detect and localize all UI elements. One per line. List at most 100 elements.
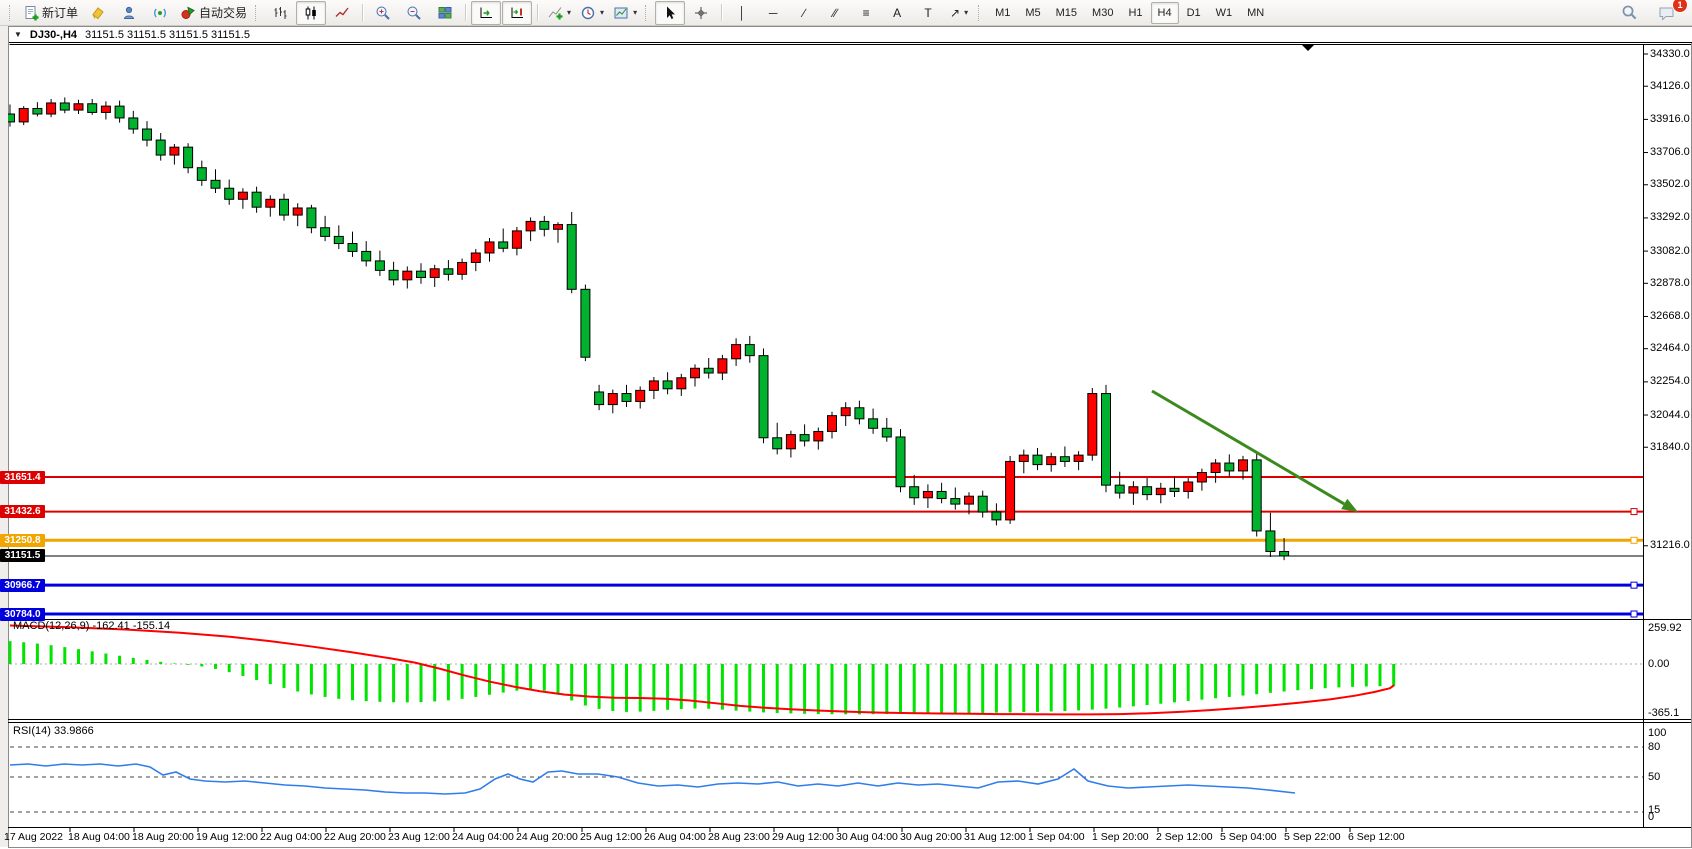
tile-windows-button[interactable] [430, 1, 460, 25]
candle-body [553, 224, 563, 230]
timeframe-button-W1[interactable]: W1 [1215, 6, 1233, 19]
candle-body [799, 434, 810, 442]
candle-body [333, 235, 344, 245]
chevron-down-icon[interactable]: ▾ [600, 8, 605, 17]
candle-body [59, 102, 70, 111]
text-label-tool-button[interactable]: T [913, 1, 943, 25]
toolbar-grip[interactable] [9, 4, 15, 21]
timeframe-button-H4[interactable]: H4 [1150, 1, 1179, 24]
candle-body [1238, 459, 1248, 472]
candle-body [1005, 460, 1016, 521]
profile-icon [123, 6, 135, 19]
line-handle[interactable] [16, 581, 24, 589]
trend-arrow-line[interactable] [1151, 389, 1345, 506]
messages-button[interactable]: 1 [1652, 0, 1688, 25]
new-order-icon [25, 5, 39, 20]
arrows-tool-button[interactable]: ↗ ▾ [944, 1, 974, 25]
candle-body [895, 436, 906, 488]
zoom-out-button[interactable] [399, 1, 429, 25]
horizontal-line-tool-button[interactable]: ─ [758, 1, 788, 25]
cursor-icon [667, 6, 676, 19]
profiles-button[interactable] [114, 1, 144, 25]
candle-body [1101, 393, 1111, 486]
line-handle[interactable] [1630, 610, 1638, 618]
candle-body [977, 495, 988, 513]
line-handle[interactable] [1630, 581, 1638, 589]
timeframe-button-M15[interactable]: M15 [1055, 6, 1078, 19]
text-icon: A [893, 5, 902, 20]
candle-body [18, 107, 29, 123]
line-handle[interactable] [16, 508, 24, 516]
vertical-line-icon: │ [738, 5, 746, 20]
trendline-tool-button[interactable]: ∕ [789, 1, 819, 25]
equidistant-channel-tool-button[interactable]: ∕∕ [820, 1, 850, 25]
chevron-down-icon[interactable]: ▾ [633, 8, 638, 17]
candle-body [840, 407, 851, 417]
candle-body [402, 270, 413, 281]
candle-body [511, 230, 522, 249]
toolbar-grip[interactable] [978, 4, 984, 21]
chevron-down-icon[interactable]: ▾ [567, 8, 572, 17]
candle-body [470, 252, 481, 263]
candle-body [964, 495, 974, 505]
timeframe-button-M5[interactable]: M5 [1025, 6, 1041, 19]
search-button[interactable] [1614, 1, 1644, 25]
candle-body [347, 243, 358, 252]
chart-shift-icon [511, 7, 524, 18]
candle-body [566, 224, 577, 290]
zoom-in-button[interactable] [368, 1, 398, 25]
candle-body [169, 146, 180, 156]
candle-body [128, 117, 139, 130]
signals-button[interactable] [145, 1, 175, 25]
text-tool-button[interactable]: A [882, 1, 912, 25]
candle-body [265, 198, 276, 208]
cursor-tool-button[interactable] [655, 0, 686, 25]
arrows-icon: ↗ [950, 5, 961, 20]
candle-body [8, 113, 15, 123]
clock-icon [581, 6, 595, 19]
zoom-out-icon [407, 6, 421, 20]
chart-shift-button[interactable] [502, 0, 533, 25]
new-order-button[interactable]: 新订单 [19, 1, 82, 25]
candle-body [210, 179, 221, 189]
toolbar-right-group: 1 [1614, 0, 1688, 25]
chevron-down-icon[interactable]: ▾ [964, 8, 969, 17]
candle-body [717, 358, 728, 374]
timeframe-button-M1[interactable]: M1 [995, 6, 1011, 19]
line-handle[interactable] [16, 536, 24, 544]
candlestick-chart-button[interactable] [296, 0, 327, 25]
timeframe-button-MN[interactable]: MN [1247, 6, 1265, 19]
fibonacci-tool-button[interactable]: ≡ [851, 1, 881, 25]
indicators-button[interactable]: ▾ [543, 1, 575, 25]
line-handle[interactable] [1630, 508, 1638, 516]
candle-body [1183, 481, 1194, 492]
candle-body [1114, 484, 1125, 494]
templates-button[interactable]: ▾ [609, 1, 641, 25]
bar-chart-button[interactable] [265, 1, 295, 25]
metaeditor-button[interactable] [83, 1, 113, 25]
main-toolbar: 新订单 自动交易 [0, 0, 1692, 26]
periods-button[interactable]: ▾ [576, 1, 608, 25]
auto-trading-button[interactable]: 自动交易 [176, 1, 251, 25]
line-chart-button[interactable] [327, 1, 357, 25]
crosshair-tool-button[interactable] [686, 1, 716, 25]
toolbar-grip[interactable] [255, 4, 261, 21]
chart-canvas[interactable] [8, 26, 1692, 848]
timeframe-button-M30[interactable]: M30 [1092, 6, 1114, 19]
candle-body [443, 268, 454, 275]
collapse-icon[interactable]: ▼ [14, 30, 22, 39]
timeframe-group: M1 M5 M15 M30 H1 H4 D1 W1 MN [988, 1, 1271, 24]
auto-scroll-button[interactable] [471, 0, 502, 25]
vertical-line-tool-button[interactable]: │ [727, 1, 757, 25]
toolbar-grip[interactable] [645, 4, 651, 21]
line-handle[interactable] [1630, 536, 1638, 544]
candle-body [594, 391, 605, 406]
toolbar-separator [465, 4, 467, 21]
candle-body [388, 269, 399, 281]
timeframe-button-H1[interactable]: H1 [1128, 6, 1143, 19]
metaeditor-icon [92, 6, 104, 19]
candle-body [690, 367, 700, 379]
candle-body [320, 227, 331, 237]
timeframe-button-D1[interactable]: D1 [1186, 6, 1201, 19]
line-handle[interactable] [16, 610, 24, 618]
